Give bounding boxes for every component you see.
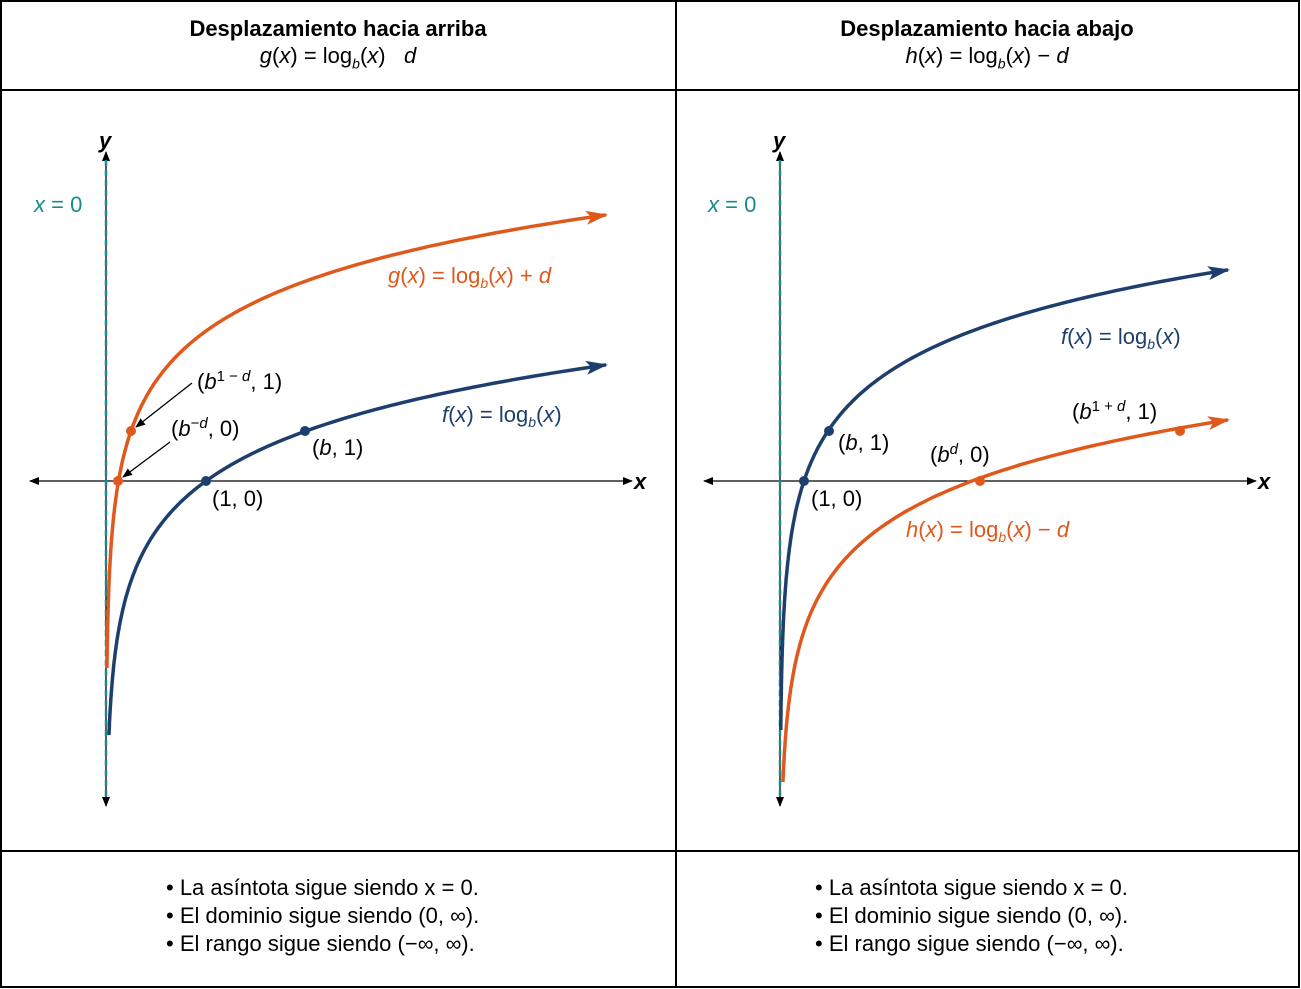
point-g-bd-0 bbox=[113, 476, 123, 486]
point-f-1-0 bbox=[201, 476, 211, 486]
label-bmd-0: (b−d, 0) bbox=[171, 415, 239, 441]
left-title: Desplazamiento hacia arriba bbox=[189, 16, 487, 41]
right-formula: h(x) = logb(x) − d bbox=[905, 43, 1069, 72]
bullet: • El dominio sigue siendo (0, ∞). bbox=[166, 903, 480, 928]
right-title: Desplazamiento hacia abajo bbox=[840, 16, 1134, 41]
point-h-bd-0 bbox=[975, 476, 985, 486]
left-curve-g bbox=[105, 210, 608, 669]
right-curve-f bbox=[779, 266, 1230, 730]
label-b1d-1: (b1 − d, 1) bbox=[197, 368, 282, 394]
right-asymptote-label: x = 0 bbox=[707, 192, 756, 217]
point-f-b-1 bbox=[300, 426, 310, 436]
right-x-label: x bbox=[1257, 469, 1271, 494]
right-h-label: h(x) = logb(x) − d bbox=[906, 517, 1070, 545]
bullet: • El rango sigue siendo (−∞, ∞). bbox=[815, 931, 1124, 956]
left-header: Desplazamiento hacia arriba g(x) = logb(… bbox=[0, 15, 676, 77]
left-pointer-arrows bbox=[122, 382, 193, 478]
left-g-label: g(x) = logb(x) + d bbox=[388, 263, 552, 291]
right-header: Desplazamiento hacia abajo h(x) = logb(x… bbox=[676, 15, 1298, 77]
left-x-label: x bbox=[633, 469, 647, 494]
right-f-label: f(x) = logb(x) bbox=[1061, 324, 1181, 352]
left-curve-f bbox=[107, 360, 608, 735]
bullet: • La asíntota sigue siendo x = 0. bbox=[166, 875, 479, 900]
point-f-b-1 bbox=[824, 426, 834, 436]
left-asymptote-label: x = 0 bbox=[33, 192, 82, 217]
left-formula: g(x) = logb(x) d bbox=[259, 43, 417, 72]
label-1-0: (1, 0) bbox=[811, 486, 862, 511]
bullet: • El rango sigue siendo (−∞, ∞). bbox=[166, 931, 475, 956]
bullet: • La asíntota sigue siendo x = 0. bbox=[815, 875, 1128, 900]
label-b-1: (b, 1) bbox=[838, 430, 889, 455]
label-bd-0: (bd, 0) bbox=[930, 441, 990, 467]
left-y-label: y bbox=[98, 128, 113, 153]
label-b-1: (b, 1) bbox=[312, 435, 363, 460]
bullet: • El dominio sigue siendo (0, ∞). bbox=[815, 903, 1129, 928]
point-g-b1d-1 bbox=[126, 426, 136, 436]
label-b1pd-1: (b1 + d, 1) bbox=[1072, 398, 1157, 424]
left-bullets: • La asíntota sigue siendo x = 0. • El d… bbox=[166, 874, 479, 958]
label-1-0: (1, 0) bbox=[212, 486, 263, 511]
right-bullets: • La asíntota sigue siendo x = 0. • El d… bbox=[815, 874, 1128, 958]
point-h-b1d-1 bbox=[1175, 426, 1185, 436]
right-y-label: y bbox=[772, 128, 787, 153]
point-f-1-0 bbox=[799, 476, 809, 486]
left-f-label: f(x) = logb(x) bbox=[442, 402, 562, 430]
right-curve-h bbox=[781, 416, 1230, 782]
